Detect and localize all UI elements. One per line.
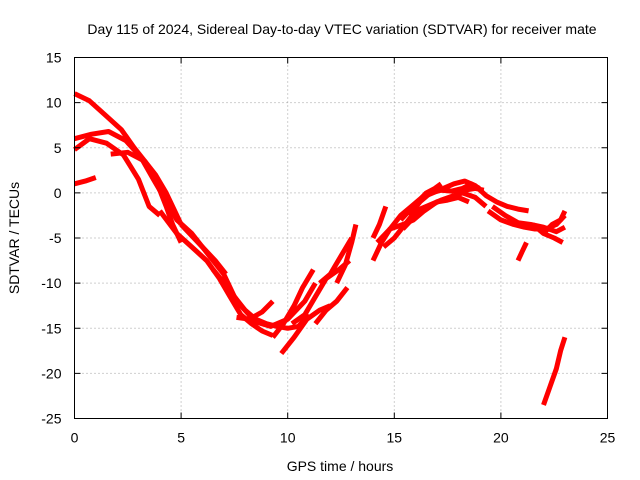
series-arc-10	[270, 268, 316, 339]
series-arc-4	[73, 175, 97, 187]
series-arc-15	[334, 223, 359, 285]
series-arc-19	[370, 205, 389, 240]
series-arc-16	[370, 178, 530, 262]
y-tick-label: -10	[41, 275, 61, 291]
series-group	[73, 91, 568, 406]
plot-frame	[74, 57, 608, 419]
series-arc-12	[290, 258, 352, 326]
y-tick-label: -5	[49, 230, 62, 246]
series-arc-14	[318, 236, 354, 286]
axis-ticks	[74, 57, 608, 419]
series-arc-22	[400, 185, 485, 231]
y-tick-label: 15	[46, 50, 62, 66]
series-arc-25	[531, 222, 564, 245]
series-arc-9	[236, 299, 275, 322]
x-tick-label: 20	[493, 430, 509, 446]
y-tick-label: -20	[41, 365, 61, 381]
series-arc-11	[279, 303, 332, 356]
series-arc-28	[541, 336, 568, 406]
series-arc-26	[515, 241, 529, 262]
series-arc-27	[541, 209, 568, 236]
y-axis-label: SDTVAR / TECUs	[6, 182, 22, 294]
x-tick-label: 0	[71, 430, 79, 446]
series-arc-21	[407, 181, 481, 217]
series-arc-8	[211, 268, 318, 329]
y-tick-label: 0	[54, 185, 62, 201]
grid	[74, 57, 608, 419]
x-tick-label: 10	[280, 430, 296, 446]
y-tick-label: -15	[41, 320, 61, 336]
chart-title: Day 115 of 2024, Sidereal Day-to-day VTE…	[87, 21, 596, 37]
tick-labels: 0 5 10 15 20 25 15 10 5 0 -5 -10 -15 -20 -25	[41, 50, 615, 446]
y-tick-label: 10	[46, 95, 62, 111]
x-axis-label: GPS time / hours	[287, 458, 394, 474]
x-tick-label: 15	[387, 430, 403, 446]
y-tick-label: 5	[54, 140, 62, 156]
series-arc-24	[490, 204, 567, 235]
series-arc-13	[313, 286, 350, 326]
series-arc-3	[73, 136, 162, 218]
x-tick-label: 5	[177, 430, 185, 446]
x-tick-label: 25	[600, 430, 616, 446]
y-tick-label: -25	[41, 411, 61, 427]
